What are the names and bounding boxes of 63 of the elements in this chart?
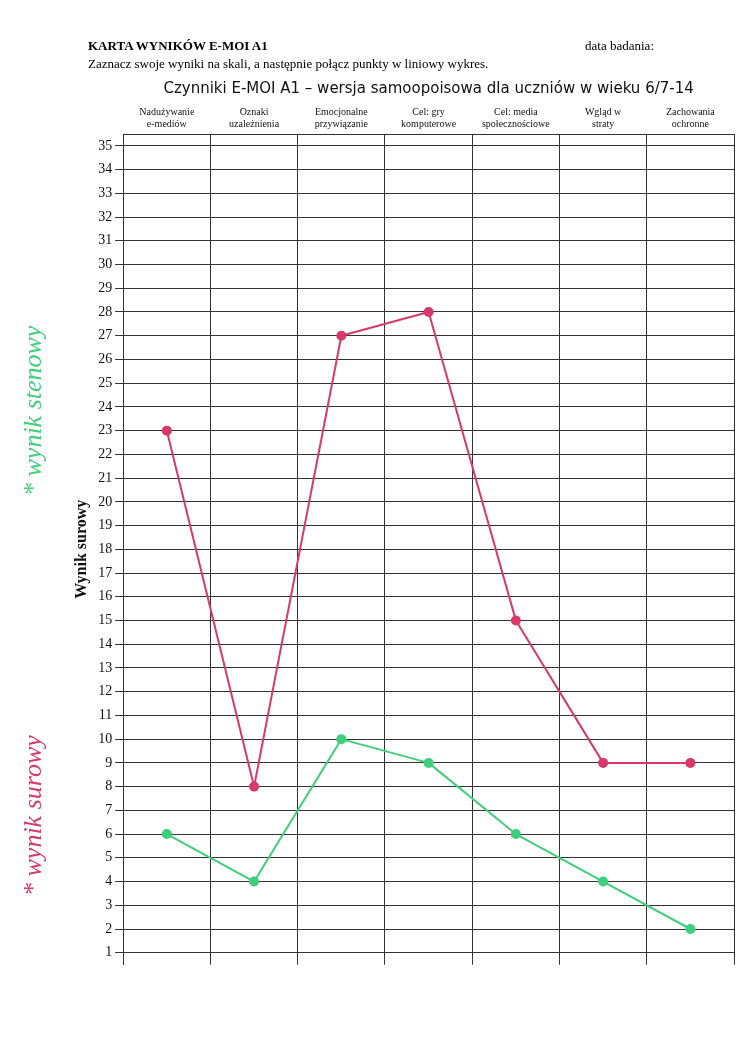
- y-axis-title: Wynik surowy: [71, 499, 90, 599]
- x-tick-label: Emocjonalne przywiązanie: [314, 105, 369, 129]
- y-tick-label: 22: [98, 446, 113, 462]
- point: [598, 757, 609, 768]
- y-tick-label: 9: [105, 754, 113, 770]
- point: [336, 734, 347, 745]
- y-tick-label: 8: [105, 778, 113, 794]
- chart-subtitle: Zaznacz swoje wyniki na skali, a następnie połącz punkty w liniowy wykres.: [87, 55, 490, 73]
- y-tick-label: 7: [105, 802, 113, 818]
- point: [510, 829, 521, 840]
- y-tick-label: 29: [98, 279, 113, 295]
- y-tick-label: 1: [105, 944, 113, 960]
- y-tick-label: 32: [98, 208, 113, 224]
- y-tick-label: 21: [98, 469, 113, 485]
- y-tick-label: 31: [98, 232, 113, 248]
- y-tick-label: 3: [105, 896, 113, 912]
- x-tick-label: Cel: gry komputerowe: [401, 105, 457, 129]
- y-tick-label: 27: [98, 327, 113, 343]
- y-tick-label: 13: [98, 659, 113, 675]
- y-tick-label: 24: [98, 398, 113, 414]
- point: [161, 425, 172, 436]
- point: [249, 876, 260, 887]
- y-tick-label: 4: [105, 873, 113, 889]
- y-tick-label: 14: [98, 635, 113, 651]
- y-tick-label: 2: [105, 920, 113, 936]
- point: [685, 924, 696, 934]
- y-tick-label: 19: [98, 517, 113, 533]
- y-tick-label: 6: [105, 825, 113, 841]
- y-tick-label: 11: [98, 707, 113, 723]
- point: [423, 306, 434, 317]
- x-tick-label: Zachowania ochronne: [665, 105, 716, 129]
- y-tick-label: 12: [98, 683, 113, 699]
- point: [336, 330, 347, 341]
- y-tick-label: 15: [98, 612, 113, 628]
- y-tick-label: 20: [98, 493, 113, 509]
- y-tick-label: 5: [105, 849, 113, 865]
- x-tick-label: Cel: media społecznościowe: [481, 105, 551, 129]
- y-tick-label: 26: [98, 351, 113, 367]
- y-tick-label: 35: [98, 137, 113, 153]
- y-tick-label: 16: [98, 588, 113, 604]
- text: data badania:: [585, 38, 654, 53]
- x-tick-label: Nadużywanie e-mediów: [139, 105, 195, 129]
- point: [161, 829, 172, 840]
- y-tick-label: 18: [98, 540, 113, 556]
- x-tick-label: Oznaki uzależnienia: [229, 105, 280, 129]
- point: [598, 876, 609, 887]
- x-axis-title: Czynniki E-MOI A1 – wersja samoopoisowa dla uczniów w wieku 6/7-14: [163, 78, 694, 97]
- y-tick-label: 25: [98, 374, 113, 390]
- chart-title: KARTA WYNIKÓW E-MOI A1: [88, 38, 268, 54]
- y-tick-label: 30: [98, 256, 113, 272]
- y-tick-label: 33: [98, 185, 113, 200]
- y-tick-label: 34: [98, 161, 113, 177]
- text: * wynik surowy: [18, 735, 48, 896]
- y-tick-label: 28: [98, 303, 113, 319]
- point: [423, 757, 434, 768]
- point: [685, 757, 696, 768]
- point: [510, 615, 521, 626]
- point: [249, 781, 260, 792]
- text: * wynik stenowy: [18, 325, 48, 496]
- y-tick-label: 23: [98, 422, 113, 438]
- y-tick-label: 10: [98, 730, 113, 746]
- y-tick-label: 17: [98, 564, 113, 580]
- x-tick-label: Wgląd w straty: [584, 105, 623, 129]
